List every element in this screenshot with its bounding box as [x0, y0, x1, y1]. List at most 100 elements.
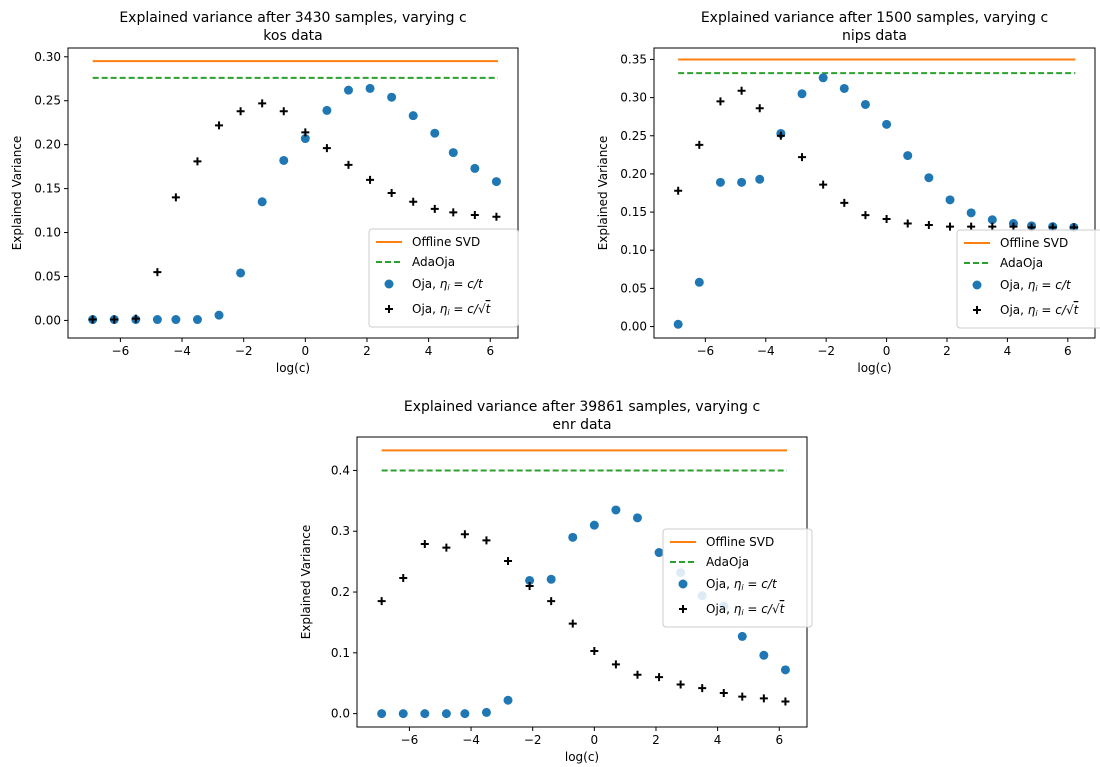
- y-axis-label: Explained Variance: [299, 525, 313, 640]
- y-tick-label: 0.30: [34, 50, 61, 64]
- oja-ct-point: [257, 197, 267, 207]
- oja-sqrt-point: [988, 222, 997, 231]
- oja-sqrt-point: [110, 315, 119, 324]
- x-tick-label: 6: [775, 733, 783, 747]
- oja-ct-point: [839, 83, 849, 93]
- y-tick-label: 0.30: [620, 91, 647, 105]
- legend-oja-sqrt-swatch: [385, 305, 393, 313]
- oja-ct-point: [171, 315, 181, 325]
- oja-ct-point: [780, 665, 790, 675]
- x-tick-label: −4: [173, 344, 191, 358]
- oja-ct-point: [860, 99, 870, 109]
- oja-sqrt-point: [695, 140, 704, 149]
- oja-sqrt-point: [322, 144, 331, 153]
- y-tick-label: 0.10: [34, 226, 61, 240]
- y-tick-label: 0.05: [34, 269, 61, 283]
- oja-sqrt-point: [547, 597, 556, 606]
- oja-sqrt-point: [737, 86, 746, 95]
- legend-label: Oja, ηi = c/t: [1000, 278, 1072, 293]
- oja-ct-point: [408, 111, 418, 121]
- x-tick-label: 2: [943, 344, 951, 358]
- oja-ct-point: [448, 148, 458, 158]
- oja-sqrt-point: [409, 197, 418, 206]
- y-tick-label: 0.1: [331, 646, 350, 660]
- oja-ct-point: [152, 315, 162, 325]
- oja-sqrt-point: [716, 97, 725, 106]
- x-tick-label: −2: [524, 733, 542, 747]
- oja-ct-point: [632, 513, 642, 523]
- oja-sqrt-point: [924, 221, 933, 230]
- oja-sqrt-point: [946, 222, 955, 231]
- legend-label: Offline SVD: [412, 235, 480, 249]
- oja-sqrt-point: [525, 581, 534, 590]
- y-tick-label: 0.25: [620, 129, 647, 143]
- y-tick-label: 0.2: [331, 585, 350, 599]
- y-tick-label: 0.15: [34, 182, 61, 196]
- oja-ct-point: [924, 173, 934, 183]
- y-tick-label: 0.25: [34, 94, 61, 108]
- legend-label: AdaOja: [1000, 256, 1043, 270]
- oja-ct-point: [611, 505, 621, 515]
- x-tick-label: 0: [591, 733, 599, 747]
- oja-ct-point: [759, 650, 769, 660]
- oja-sqrt-point: [719, 688, 728, 697]
- x-tick-label: −4: [462, 733, 480, 747]
- x-tick-label: 4: [714, 733, 722, 747]
- oja-ct-point: [460, 709, 470, 719]
- oja-sqrt-point: [449, 208, 458, 217]
- oja-sqrt-point: [798, 153, 807, 162]
- oja-sqrt-point: [759, 694, 768, 703]
- oja-ct-point: [343, 85, 353, 95]
- oja-ct-point: [387, 92, 397, 102]
- legend-label: AdaOja: [706, 555, 749, 569]
- chart-title: Explained variance after 1500 samples, v…: [701, 10, 1048, 26]
- oja-sqrt-point: [171, 193, 180, 202]
- x-tick-label: −2: [817, 344, 835, 358]
- plot-frame: [653, 47, 1096, 339]
- oja-sqrt-point: [153, 268, 162, 277]
- oja-sqrt-point: [430, 204, 439, 213]
- legend-oja-sqrt-swatch: [679, 605, 687, 613]
- oja-sqrt-point: [819, 180, 828, 189]
- oja-ct-point: [192, 315, 202, 325]
- legend: Offline SVD AdaOja Oja, ηi = c/t Oja, ηi = …: [956, 229, 1100, 329]
- oja-sqrt-point: [1009, 222, 1018, 231]
- x-tick-label: 6: [486, 344, 494, 358]
- x-tick-label: 6: [1064, 344, 1072, 358]
- oja-sqrt-point: [377, 597, 386, 606]
- oja-ct-point: [945, 195, 955, 205]
- oja-sqrt-point: [442, 543, 451, 552]
- oja-ct-point: [214, 310, 224, 320]
- oja-sqrt-point: [633, 670, 642, 679]
- oja-sqrt-point: [399, 574, 408, 583]
- y-tick-label: 0.4: [331, 463, 350, 477]
- oja-sqrt-point: [655, 673, 664, 682]
- oja-ct-point: [903, 151, 913, 161]
- y-tick-label: 0.20: [620, 167, 647, 181]
- oja-ct-point: [737, 177, 747, 187]
- legend-label: Oja, ηi = c/t: [706, 577, 778, 592]
- oja-ct-point: [737, 631, 747, 641]
- oja-ct-point: [546, 574, 556, 584]
- y-tick-label: 0.15: [620, 205, 647, 219]
- oja-ct-point: [365, 83, 375, 93]
- oja-sqrt-point: [366, 175, 375, 184]
- oja-sqrt-point: [776, 131, 785, 140]
- oja-ct-point: [987, 215, 997, 225]
- chart-subtitle: nips data: [842, 28, 907, 44]
- chart-title: Explained variance after 3430 samples, v…: [119, 10, 466, 26]
- oja-ct-point: [441, 709, 451, 719]
- y-tick-label: 0.00: [34, 313, 61, 327]
- oja-sqrt-point: [387, 189, 396, 197]
- oja-ct-point: [694, 277, 704, 287]
- y-tick-label: 0.0: [331, 707, 350, 721]
- oja-sqrt-point: [861, 211, 870, 220]
- oja-sqrt-point: [420, 540, 429, 549]
- legend-label: Offline SVD: [1000, 236, 1068, 250]
- legend-box: [368, 228, 519, 328]
- y-axis-label: Explained Variance: [596, 136, 610, 251]
- legend-oja-ct-swatch: [678, 579, 688, 589]
- y-tick-label: 0.10: [620, 243, 647, 257]
- oja-sqrt-point: [674, 186, 683, 195]
- chart-panel-3: Explained variance after 39861 samples, …: [299, 399, 813, 764]
